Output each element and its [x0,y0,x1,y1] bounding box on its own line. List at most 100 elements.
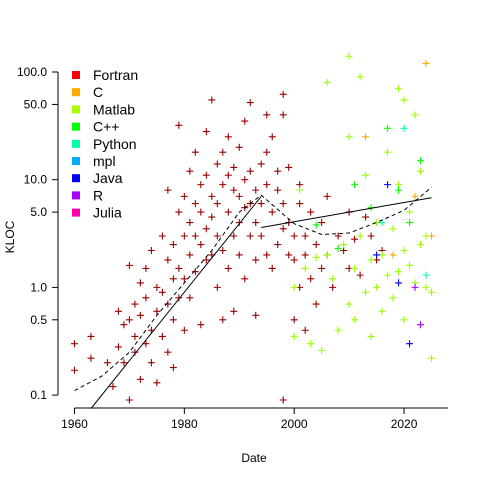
data-point [290,316,298,324]
legend-label: mpl [93,153,116,169]
y-axis-label: KLOC [3,220,17,253]
data-point [125,396,133,404]
data-point [213,160,221,168]
data-point [279,200,287,208]
data-point [180,326,188,334]
data-point [158,232,166,240]
data-point [180,192,188,200]
data-point [345,133,353,141]
legend-item: mpl [72,153,116,169]
data-point [230,186,238,194]
data-point [136,375,144,383]
data-point [197,321,205,329]
legend-item: C [72,84,103,100]
data-point [235,192,243,200]
data-point [252,256,260,264]
data-point [213,232,221,240]
series-python [378,124,430,279]
data-point [285,251,293,259]
legend-swatch [72,157,80,165]
data-point [307,275,315,283]
data-point [351,235,359,243]
data-point [373,251,381,259]
legend-swatch [72,71,80,79]
legend-label: Java [93,170,123,186]
data-point [158,332,166,340]
data-point [301,251,309,259]
y-axis: 0.1 0.5 1.0 5.0 10.0 50.0 100.0 [17,65,59,402]
data-point [318,346,326,354]
data-point [136,279,144,287]
legend-swatch [72,139,80,148]
data-point [428,232,436,240]
data-point [395,85,403,93]
data-point [351,181,359,189]
data-point [351,264,359,272]
legend-item: Julia [72,205,122,221]
data-point [164,256,172,264]
legend-label: Julia [93,205,122,221]
data-point [169,241,177,249]
data-point [197,208,205,216]
data-point [362,213,370,221]
y-tick-label: 0.1 [30,388,47,402]
data-point [169,316,177,324]
data-point [180,275,188,283]
data-point [202,171,210,179]
data-point [241,275,249,283]
data-point [120,359,128,367]
data-point [224,171,232,179]
data-point [257,232,265,240]
data-point [411,192,419,200]
data-point [169,275,177,283]
data-point [109,383,117,391]
series-matlab [290,52,436,362]
data-point [235,251,243,259]
data-point [400,316,408,324]
data-point [406,340,414,348]
data-point [175,208,183,216]
legend-swatch [72,208,80,217]
series-c [362,59,436,259]
data-point [362,288,370,296]
legend-item: C++ [72,119,119,135]
legend-swatch [72,105,80,114]
data-point [252,186,260,194]
data-point [103,359,111,367]
data-point [312,221,320,229]
data-point [323,192,331,200]
data-point [417,321,425,329]
y-tick-label: 50.0 [24,97,48,111]
data-point [296,200,304,208]
legend-item: Java [72,170,123,186]
y-tick-label: 10.0 [24,173,48,187]
plot-area [70,52,436,409]
data-point [180,232,188,240]
legend-swatch [72,174,80,183]
data-point [362,171,370,179]
data-point [164,186,172,194]
data-point [208,96,216,104]
data-point [164,300,172,308]
data-point [202,225,210,233]
data-point [208,213,216,221]
legend-swatch [72,88,80,97]
data-point [367,232,375,240]
data-point [224,133,232,141]
legend-label: Matlab [93,101,135,117]
data-point [197,181,205,189]
data-point [230,232,238,240]
data-point [268,208,276,216]
data-point [301,232,309,240]
data-point [191,200,199,208]
data-point [186,251,194,259]
data-point [274,186,282,194]
data-point [296,186,304,194]
x-tick-label: 2020 [391,417,418,431]
data-point [395,279,403,287]
data-point [219,316,227,324]
data-point [263,148,271,156]
data-point [373,283,381,291]
data-point [224,264,232,272]
data-point [411,283,419,291]
